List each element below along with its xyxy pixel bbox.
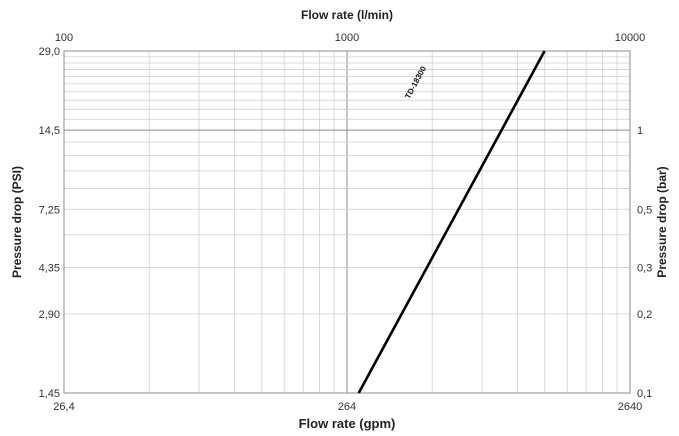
left-tick-label: 29,0 [39,46,60,58]
bottom-tick-label: 2640 [618,401,642,413]
top-tick-label: 100 [55,32,73,44]
right-axis-title: Pressure drop (bar) [655,166,669,277]
right-tick-label: 0,3 [637,263,652,275]
tick-labels: 100 1000 10000 26,4 264 2640 1,45 2,90 4,35 7,25 1… [39,32,653,413]
series-line [357,50,546,394]
left-tick-label: 1,45 [39,388,60,400]
right-tick-label: 0,2 [637,309,652,321]
bottom-tick-label: 26,4 [53,401,74,413]
top-tick-label: 10000 [615,32,646,44]
bottom-tick-label: 264 [338,401,356,413]
top-tick-label: 1000 [335,32,359,44]
grid [63,50,631,394]
plot-frame [63,50,631,394]
left-tick-label: 2,90 [39,309,60,321]
right-tick-label: 0,1 [637,388,652,400]
left-tick-label: 7,25 [39,204,60,216]
top-axis-title: Flow rate (l/min) [301,8,393,22]
right-tick-label: 1 [637,125,643,137]
left-tick-label: 14,5 [39,125,60,137]
right-tick-label: 0,5 [637,204,652,216]
left-tick-label: 4,35 [39,263,60,275]
left-axis-title: Pressure drop (PSI) [10,166,24,278]
bottom-axis-title: Flow rate (gpm) [299,416,396,431]
